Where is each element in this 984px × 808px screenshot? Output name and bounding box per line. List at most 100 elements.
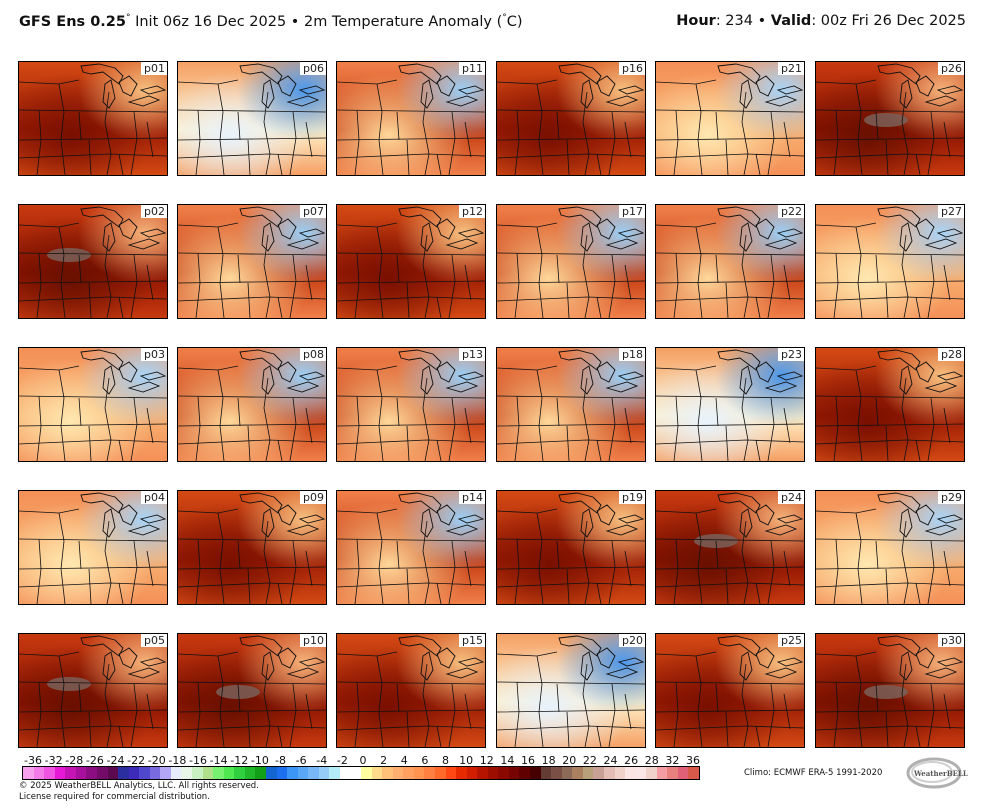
member-label: p22 xyxy=(778,205,804,218)
colorbar-swatch xyxy=(308,767,319,779)
ensemble-member-panel: p06 xyxy=(177,61,327,176)
ensemble-member-panel: p24 xyxy=(655,490,805,605)
anomaly-map xyxy=(656,348,804,461)
ensemble-member-panel: p27 xyxy=(815,204,965,319)
colorbar-swatch xyxy=(96,767,108,779)
colorbar-swatch xyxy=(23,767,34,779)
anomaly-map xyxy=(497,62,645,175)
state-boundaries xyxy=(497,508,645,604)
great-lakes-outline xyxy=(398,206,485,252)
anomaly-map xyxy=(178,491,326,604)
great-lakes-outline xyxy=(717,349,804,395)
anomaly-map xyxy=(337,205,485,318)
state-boundaries xyxy=(178,222,326,318)
ensemble-member-panel: p18 xyxy=(496,347,646,462)
colorbar-swatch xyxy=(508,767,520,779)
ensemble-member-panel: p15 xyxy=(336,633,486,748)
great-lakes-outline xyxy=(877,63,964,109)
ensemble-member-panel: p29 xyxy=(815,490,965,605)
colorbar-tick-label: 32 xyxy=(665,754,680,767)
colorbar-tick-label: 24 xyxy=(603,754,618,767)
colorbar-tick-label: -16 xyxy=(189,754,207,767)
colorbar-tick-label: 14 xyxy=(500,754,515,767)
member-label: p05 xyxy=(141,634,167,647)
state-boundaries xyxy=(816,79,964,175)
anomaly-map xyxy=(656,491,804,604)
member-label: p18 xyxy=(619,348,645,361)
colorbar-swatch xyxy=(540,767,552,779)
anomaly-map xyxy=(497,205,645,318)
ensemble-member-panel: p19 xyxy=(496,490,646,605)
anomaly-map xyxy=(816,491,964,604)
state-boundaries xyxy=(178,508,326,604)
state-boundaries xyxy=(337,365,485,461)
colorbar-swatch xyxy=(234,767,245,779)
anomaly-map xyxy=(656,634,804,747)
state-boundaries xyxy=(497,79,645,175)
great-lakes-outline xyxy=(398,63,485,109)
colorbar-swatch xyxy=(413,767,425,779)
colorbar-tick-label: 0 xyxy=(359,754,367,767)
state-boundaries xyxy=(816,508,964,604)
anomaly-map xyxy=(178,634,326,747)
member-label: p23 xyxy=(778,348,804,361)
anomaly-map xyxy=(19,205,167,318)
anomaly-map xyxy=(337,348,485,461)
colorbar-tick-label: 8 xyxy=(442,754,449,767)
colorbar-swatch xyxy=(445,767,457,779)
colorbar-swatch xyxy=(181,767,192,779)
anomaly-blob xyxy=(864,113,908,127)
great-lakes-outline xyxy=(239,206,326,252)
state-boundaries xyxy=(497,651,645,747)
great-lakes-outline xyxy=(398,349,485,395)
member-label: p16 xyxy=(619,62,645,75)
member-label: p08 xyxy=(300,348,326,361)
colorbar-swatch xyxy=(339,767,351,779)
anomaly-map xyxy=(337,62,485,175)
state-boundaries xyxy=(19,651,167,747)
anomaly-map xyxy=(816,62,964,175)
copyright-notice: © 2025 WeatherBELL Analytics, LLC. All r… xyxy=(19,781,259,802)
ensemble-member-panel: p09 xyxy=(177,490,327,605)
ensemble-member-panel: p11 xyxy=(336,61,486,176)
great-lakes-outline xyxy=(877,635,964,681)
state-boundaries xyxy=(656,365,804,461)
colorbar-swatch xyxy=(487,767,499,779)
anomaly-map xyxy=(656,62,804,175)
colorbar-swatch xyxy=(572,767,583,779)
degree-symbol: ° xyxy=(125,13,131,23)
state-boundaries xyxy=(19,222,167,318)
colorbar-swatch xyxy=(371,767,383,779)
state-boundaries xyxy=(656,508,804,604)
colorbar-swatch xyxy=(86,767,97,779)
colorbar-swatch xyxy=(75,767,87,779)
anomaly-blob xyxy=(864,685,908,699)
state-boundaries xyxy=(816,365,964,461)
colorbar-tick-label: 6 xyxy=(421,754,429,767)
colorbar-tick-label: -26 xyxy=(85,754,104,767)
colorbar-swatch xyxy=(107,767,119,779)
ensemble-member-panel: p14 xyxy=(336,490,486,605)
valid-bullet: • xyxy=(757,13,767,29)
ensemble-member-panel: p28 xyxy=(815,347,965,462)
hour-label: Hour xyxy=(676,13,716,29)
ensemble-member-panel: p13 xyxy=(336,347,486,462)
climo-note: Climo: ECMWF ERA-5 1991-2020 xyxy=(744,768,883,778)
state-boundaries xyxy=(178,79,326,175)
great-lakes-outline xyxy=(239,349,326,395)
ensemble-member-panel: p25 xyxy=(655,633,805,748)
colorbar-swatch xyxy=(498,767,509,779)
colorbar-tick-label: 4 xyxy=(400,754,408,767)
colorbar-swatch xyxy=(54,767,66,779)
state-boundaries xyxy=(19,365,167,461)
member-label: p11 xyxy=(459,62,485,75)
colorbar-labels: -36 -32 -28 -26 -24 -22 -20 -18 -16 -14 -12 -10 -8 -6… xyxy=(20,754,710,767)
colorbar-swatch xyxy=(667,767,678,779)
great-lakes-outline xyxy=(558,349,645,395)
model-name: GFS Ens 0.25 xyxy=(19,14,126,30)
state-boundaries xyxy=(19,79,167,175)
state-boundaries xyxy=(337,222,485,318)
great-lakes-outline xyxy=(877,206,964,252)
colorbar-swatch xyxy=(625,767,636,779)
anomaly-blob xyxy=(216,685,260,699)
